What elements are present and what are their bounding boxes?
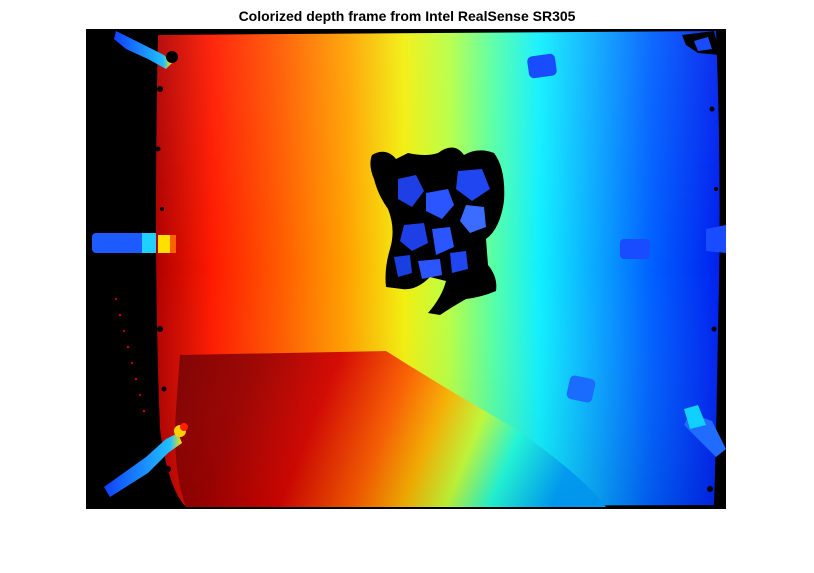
- left-arm-middle: [92, 233, 176, 253]
- marker-block-top: [527, 53, 557, 79]
- left-arm-top: [114, 31, 178, 69]
- depth-image-axes: [86, 29, 726, 509]
- left-arm-bottom: [104, 423, 188, 497]
- right-edge-artifacts: [682, 31, 726, 457]
- figure-title: Colorized depth frame from Intel RealSen…: [238, 8, 576, 24]
- marker-block-bottom: [566, 375, 596, 403]
- depth-image: [86, 29, 726, 509]
- left-edge-artifacts: [114, 297, 146, 413]
- central-object: [370, 147, 505, 315]
- marker-block-right: [620, 239, 650, 259]
- boundary-speckle: [155, 86, 718, 492]
